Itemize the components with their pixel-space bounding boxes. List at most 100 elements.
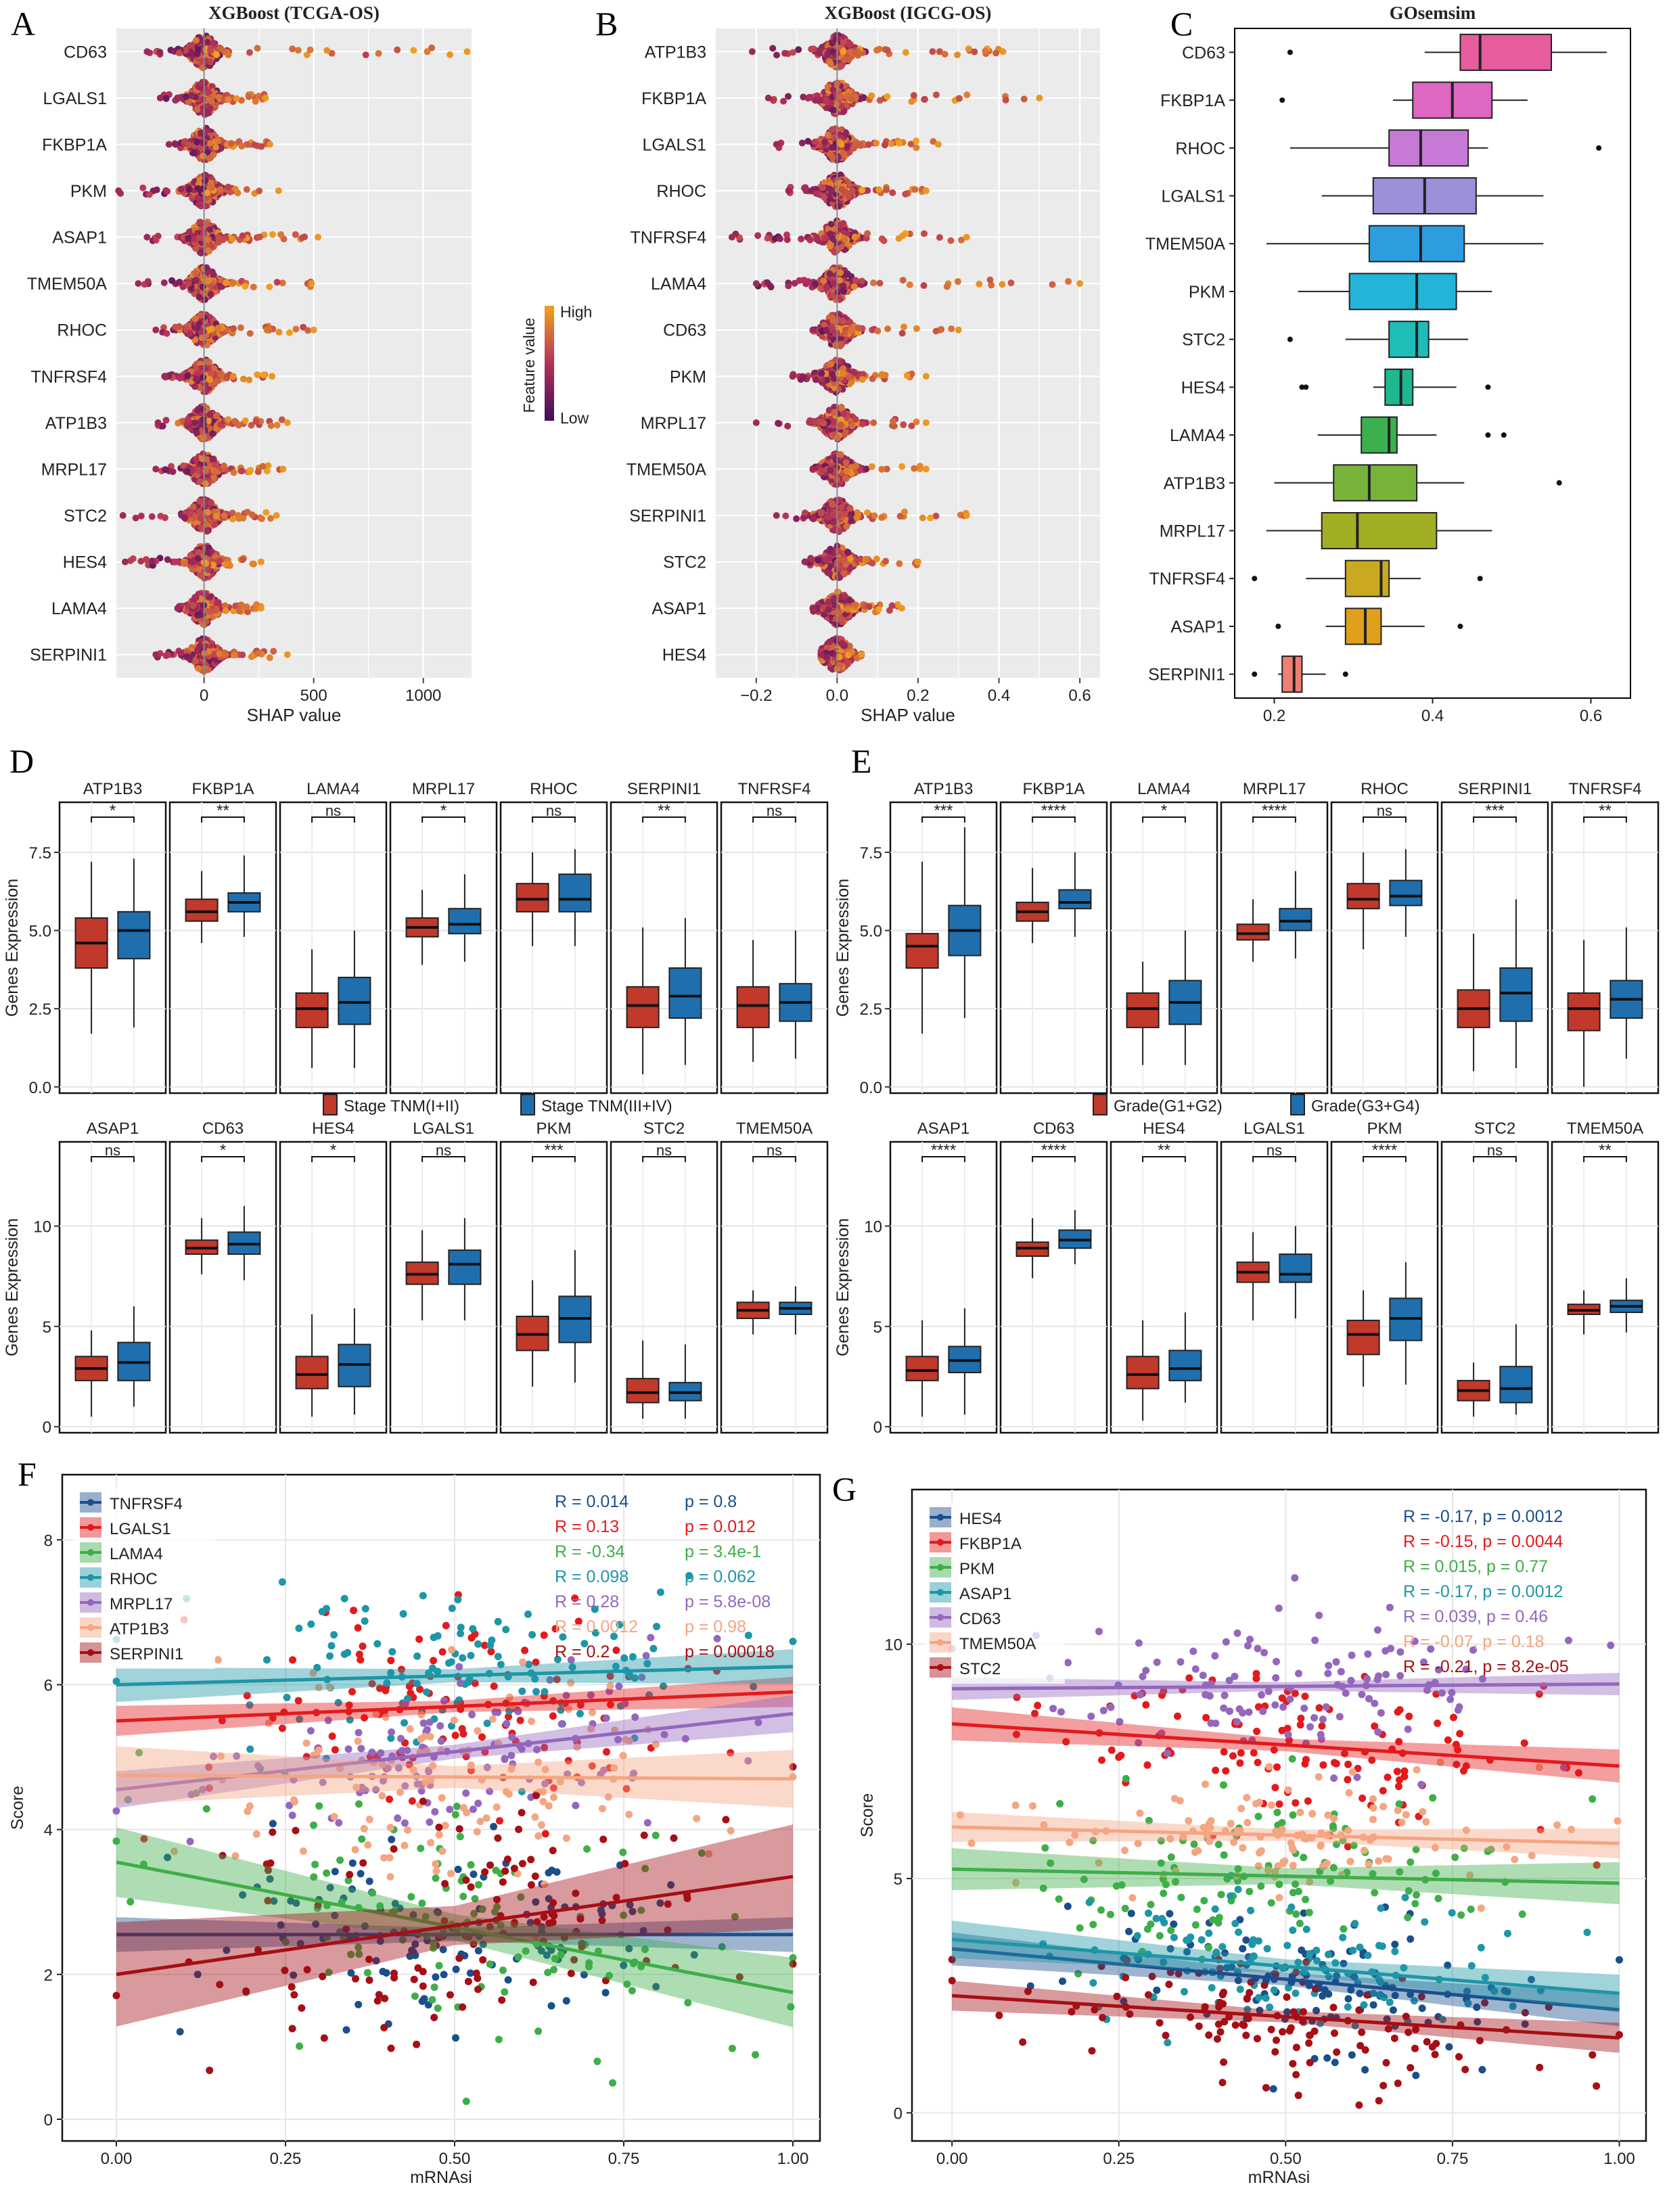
shap-point bbox=[1036, 94, 1043, 101]
shap-point bbox=[192, 277, 200, 284]
shap-point bbox=[292, 325, 300, 333]
shap-point bbox=[181, 560, 188, 568]
shap-point bbox=[270, 647, 277, 655]
shap-point bbox=[192, 375, 200, 383]
shap-point bbox=[852, 277, 859, 284]
shap-point bbox=[798, 235, 805, 243]
shap-point bbox=[174, 94, 181, 101]
beeswarm-row-tnfrsf4 bbox=[161, 356, 276, 396]
shap-point bbox=[375, 50, 382, 57]
shap-point bbox=[206, 155, 213, 162]
shap-point bbox=[144, 278, 152, 285]
shap-point bbox=[200, 96, 207, 103]
shap-point bbox=[773, 141, 780, 148]
shap-point bbox=[767, 283, 775, 291]
shap-point bbox=[273, 279, 281, 286]
shap-point bbox=[200, 104, 207, 112]
shap-point bbox=[243, 186, 250, 193]
shap-point bbox=[185, 235, 192, 242]
shap-point bbox=[204, 509, 211, 516]
shap-point bbox=[201, 296, 208, 303]
shap-point bbox=[999, 281, 1006, 288]
feature-label: RHOC bbox=[656, 182, 706, 201]
shap-point bbox=[202, 177, 208, 185]
shap-point bbox=[838, 93, 845, 100]
feature-label: SERPINI1 bbox=[30, 646, 107, 665]
shap-point bbox=[269, 231, 276, 238]
feature-label: LGALS1 bbox=[642, 135, 706, 154]
shap-point bbox=[929, 48, 936, 55]
shap-point bbox=[266, 654, 273, 662]
shap-point bbox=[827, 230, 834, 237]
shap-point bbox=[195, 185, 202, 192]
shap-point bbox=[870, 279, 877, 287]
shap-point bbox=[847, 48, 854, 55]
shap-point bbox=[829, 144, 836, 152]
shap-point bbox=[225, 96, 232, 103]
shap-point bbox=[813, 235, 821, 243]
shap-point bbox=[187, 228, 194, 235]
shap-point bbox=[239, 651, 246, 659]
shap-point bbox=[943, 283, 951, 290]
beeswarm-row-lgals1 bbox=[156, 78, 269, 118]
shap-point bbox=[204, 528, 211, 535]
shap-point bbox=[813, 190, 820, 197]
shap-point bbox=[821, 193, 828, 201]
shap-point bbox=[184, 467, 191, 475]
shap-point bbox=[208, 370, 215, 377]
shap-point bbox=[257, 558, 265, 566]
shap-point bbox=[143, 556, 150, 563]
shap-point bbox=[168, 277, 175, 284]
shap-point bbox=[191, 315, 199, 323]
shap-point bbox=[208, 184, 215, 191]
shap-point bbox=[219, 236, 227, 244]
shap-point bbox=[859, 187, 866, 193]
shap-point bbox=[221, 462, 227, 469]
shap-point bbox=[754, 232, 762, 239]
shap-point bbox=[189, 602, 197, 609]
shap-point bbox=[196, 497, 204, 505]
shap-point bbox=[179, 283, 187, 290]
shap-point bbox=[895, 235, 903, 242]
shap-point bbox=[840, 150, 847, 157]
shap-point bbox=[247, 467, 254, 474]
shap-point bbox=[447, 51, 454, 58]
feature-label: MRPL17 bbox=[41, 460, 107, 479]
shap-point bbox=[275, 187, 282, 194]
shap-point bbox=[273, 421, 281, 429]
shap-point bbox=[848, 187, 856, 194]
shap-point bbox=[267, 515, 274, 522]
shap-point bbox=[279, 465, 287, 473]
shap-point bbox=[190, 235, 198, 243]
shap-point bbox=[876, 279, 884, 287]
x-tick-label: 1000 bbox=[405, 687, 441, 705]
shap-point bbox=[764, 94, 772, 101]
shap-point bbox=[191, 383, 199, 390]
shap-point bbox=[204, 189, 211, 196]
shap-point bbox=[159, 422, 166, 430]
shap-point bbox=[238, 143, 246, 149]
shap-point bbox=[229, 515, 237, 523]
shap-point bbox=[143, 48, 151, 55]
shap-point bbox=[920, 282, 928, 290]
shap-point bbox=[197, 129, 204, 137]
shap-point bbox=[310, 326, 317, 333]
shap-point bbox=[177, 144, 184, 152]
shap-point bbox=[777, 235, 783, 242]
shap-point bbox=[875, 186, 883, 193]
shap-point bbox=[229, 235, 236, 243]
shap-point bbox=[195, 549, 202, 556]
shap-point bbox=[187, 48, 195, 55]
shap-point bbox=[323, 47, 331, 54]
shap-point bbox=[202, 480, 209, 488]
shap-point bbox=[204, 221, 211, 228]
shap-point bbox=[902, 190, 909, 198]
shap-point bbox=[829, 39, 836, 47]
shap-point bbox=[214, 93, 222, 101]
shap-point bbox=[200, 152, 207, 160]
shap-point bbox=[956, 95, 963, 102]
shap-point bbox=[214, 599, 222, 606]
feature-label: TNFRSF4 bbox=[631, 229, 707, 248]
shap-point bbox=[947, 237, 955, 244]
shap-point bbox=[259, 463, 267, 470]
